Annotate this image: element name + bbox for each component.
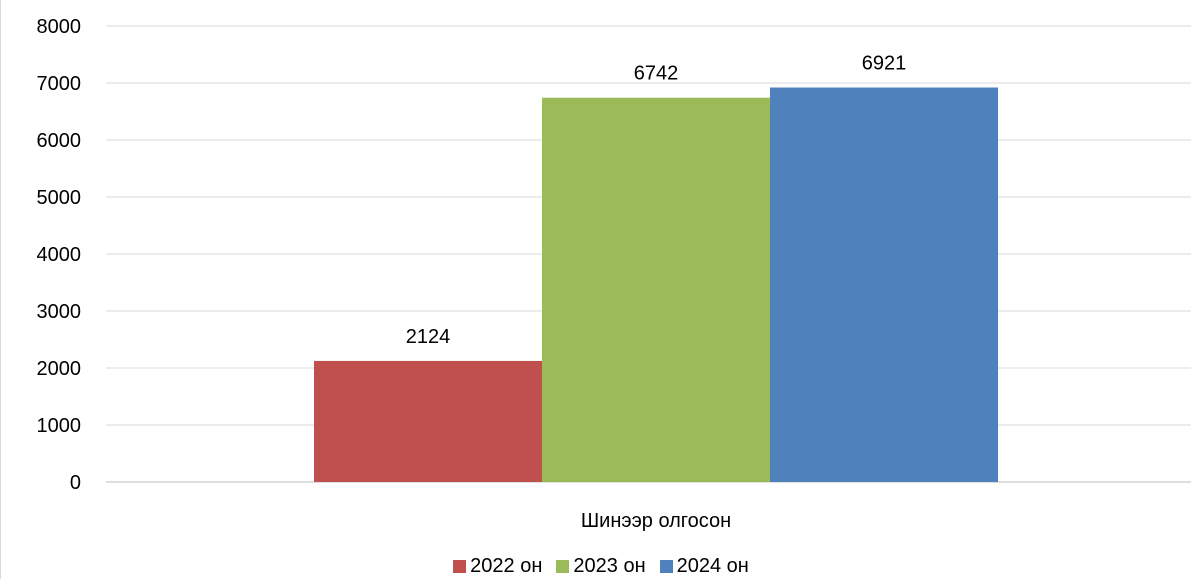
y-tick-label: 4000 <box>37 244 82 266</box>
y-tick-label: 3000 <box>37 301 82 323</box>
legend-label: 2022 он <box>470 555 543 577</box>
y-axis-ticks: 0 1000 2000 3000 4000 5000 6000 7000 8000 <box>37 16 82 494</box>
legend-item: 2022 он <box>453 555 542 578</box>
data-label: 6742 <box>634 63 679 85</box>
y-tick-label: 1000 <box>37 415 82 437</box>
x-category-label: Шинээр олгосон <box>581 510 731 532</box>
y-tick-label: 2000 <box>37 358 82 380</box>
data-label: 6921 <box>862 53 907 75</box>
legend-item: 2024 он <box>659 555 749 578</box>
y-tick-label: 0 <box>70 472 81 494</box>
bar-2022-он <box>314 360 542 482</box>
legend-item: 2023 он <box>556 555 646 578</box>
y-tick-label: 7000 <box>37 73 82 95</box>
data-label: 2124 <box>406 326 451 348</box>
y-tick-label: 6000 <box>37 130 82 152</box>
chart-legend: 2022 он 2023 он 2024 он <box>1 554 1200 579</box>
bar-2023-он <box>542 97 770 483</box>
data-labels: 2124 6742 6921 <box>406 53 907 348</box>
bar-chart: 0 1000 2000 3000 4000 5000 6000 7000 8000 2124 67… <box>37 16 1191 532</box>
y-tick-label: 8000 <box>37 16 82 38</box>
legend-label: 2024 он <box>676 555 749 577</box>
bars <box>314 87 998 483</box>
bar-2024-он <box>770 87 998 483</box>
x-axis-categories: Шинээр олгосон <box>581 510 731 532</box>
y-tick-label: 5000 <box>37 187 82 209</box>
legend-swatch <box>556 560 570 573</box>
legend-label: 2023 он <box>573 555 646 577</box>
legend-swatch <box>659 560 673 573</box>
legend-swatch <box>453 560 467 573</box>
